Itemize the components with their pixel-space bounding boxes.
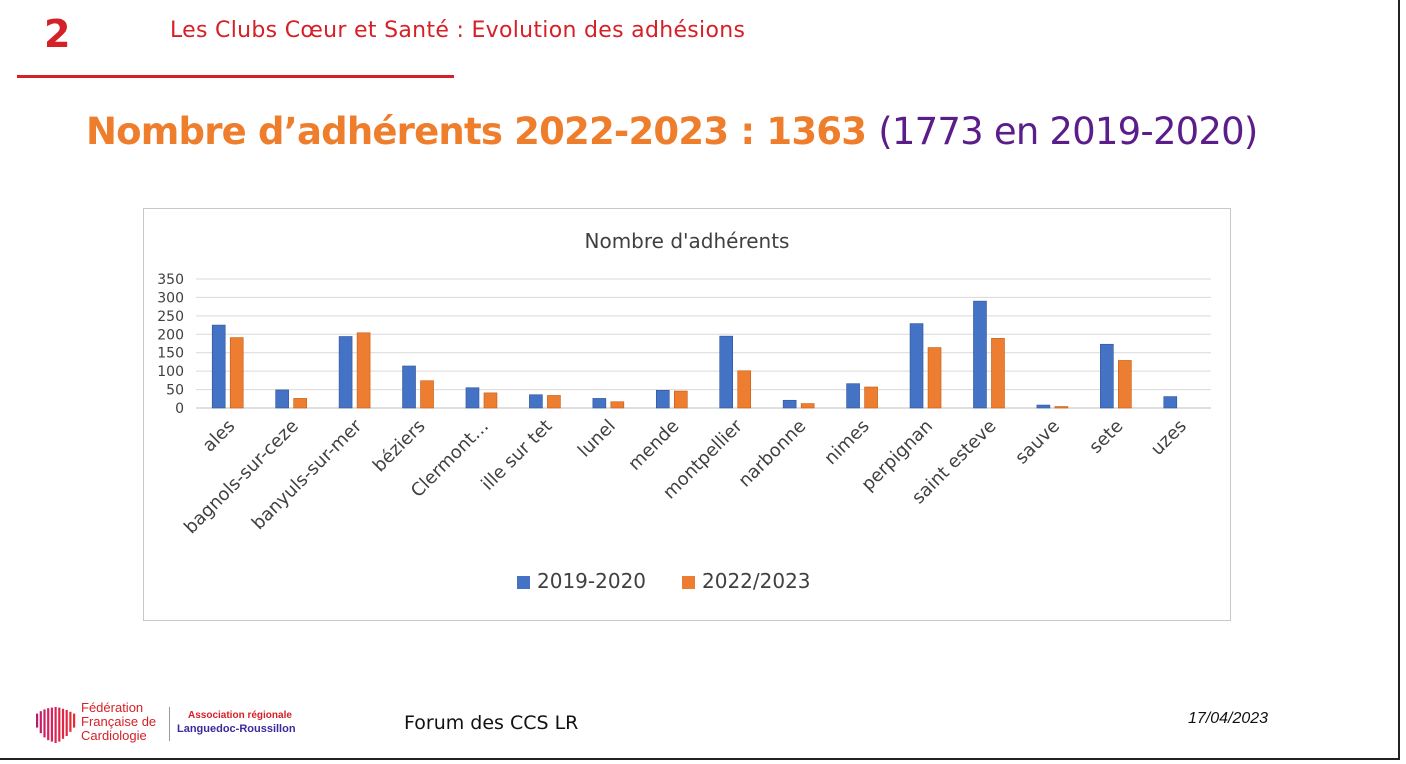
slide-header: Les Clubs Cœur et Santé : Evolution des … (170, 18, 746, 43)
logo-line-2: Française de (81, 714, 157, 729)
footer-date: 17/04/2023 (1188, 710, 1269, 727)
bar-2019-2020-banyuls-sur-mer (338, 336, 353, 409)
bar-2019-2020-saint esteve (973, 300, 987, 409)
x-tick-label-bagnols-sur-ceze: bagnols-sur-ceze (180, 416, 302, 538)
bar-2022/2023-perpignan (927, 347, 942, 409)
bar-2022/2023-ille sur tet (547, 395, 561, 409)
logo-bar (69, 711, 72, 732)
logo-separator (169, 707, 170, 741)
header-rule (17, 75, 454, 78)
logo-bar (61, 708, 65, 739)
bar-2022/2023-saint esteve (991, 338, 1005, 409)
footer-event-title: Forum des CCS LR (404, 712, 579, 734)
bar-2019-2020-lunel (592, 398, 607, 409)
headline: Nombre d’adhérents 2022-2023 : 1363 (177… (86, 110, 1258, 153)
chart-container: Nombre d'adhérents 0 50 100 150 200 250 300 350 a… (143, 208, 1231, 621)
logo-bar (65, 710, 68, 736)
headline-main: Nombre d’adhérents 2022-2023 : 1363 (86, 110, 867, 153)
x-tick-label-narbonne: narbonne (734, 416, 810, 492)
bar-2022/2023-mende (673, 390, 688, 409)
bar-2022/2023-banyuls-sur-mer (356, 332, 371, 409)
logo-bar (54, 707, 57, 743)
slide-number: 2 (44, 12, 71, 56)
bar-2019-2020-bagnols-sur-ceze (275, 389, 289, 409)
y-tick-label-200: 200 (157, 327, 184, 343)
bar-2019-2020-Clermont… (465, 387, 480, 409)
bar-2019-2020-ille sur tet (529, 394, 543, 409)
y-tick-label-350: 350 (157, 272, 184, 288)
logo-bar (43, 709, 46, 738)
bar-2022/2023-ales (229, 337, 244, 409)
logo-bar (50, 707, 53, 742)
bar-2019-2020-béziers (402, 365, 416, 409)
logo-bar (47, 708, 50, 741)
x-tick-label-sete: sete (1085, 416, 1127, 458)
bar-2022/2023-nimes (864, 386, 878, 409)
assoc-label: Association régionale (188, 710, 292, 721)
y-tick-label-250: 250 (157, 309, 184, 325)
heart-bars-icon (36, 707, 76, 743)
logo-bar (36, 713, 39, 728)
bar-2019-2020-perpignan (909, 323, 924, 409)
bar-2019-2020-nimes (846, 383, 860, 409)
x-tick-label-uzes: uzes (1147, 416, 1191, 460)
x-tick-label-sauve: sauve (1011, 416, 1064, 469)
x-tick-label-banyuls-sur-mer: banyuls-sur-mer (248, 415, 367, 534)
logo-bar (39, 711, 42, 734)
y-tick-label-300: 300 (157, 290, 184, 306)
x-tick-label-ales: ales (199, 416, 240, 457)
y-tick-label-150: 150 (157, 346, 184, 362)
logo-line-1: Fédération (81, 700, 144, 715)
legend-label-2019-2020: 2019-2020 (537, 569, 646, 593)
legend-label-2022/2023: 2022/2023 (702, 569, 811, 593)
ffc-logo: Fédération Française de Cardiologie Asso… (35, 701, 315, 749)
logo-bar (58, 707, 61, 742)
legend-swatch-2019-2020 (517, 576, 530, 589)
bar-2019-2020-sauve (1036, 404, 1051, 409)
bar-2022/2023-lunel (610, 401, 625, 409)
x-tick-label-mende: mende (624, 416, 683, 475)
bar-2019-2020-ales (211, 324, 226, 409)
chart-title: Nombre d'adhérents (585, 229, 790, 253)
bar-2019-2020-montpellier (719, 335, 734, 409)
assoc-region: Languedoc-Roussillon (177, 723, 296, 735)
y-tick-label-50: 50 (166, 383, 184, 399)
x-tick-label-béziers: béziers (369, 416, 430, 477)
headline-compare: (1773 en 2019-2020) (878, 110, 1258, 153)
bar-2019-2020-sete (1100, 343, 1114, 409)
bar-2022/2023-sete (1118, 360, 1132, 409)
bar-2022/2023-bagnols-sur-ceze (293, 398, 307, 409)
bar-2022/2023-béziers (420, 380, 434, 409)
bar-2022/2023-narbonne (800, 403, 815, 409)
x-tick-label-lunel: lunel (574, 416, 620, 462)
x-tick-label-nimes: nimes (820, 416, 873, 469)
bar-2022/2023-sauve (1054, 406, 1069, 409)
bar-2019-2020-uzes (1163, 396, 1178, 409)
bar-2022/2023-Clermont… (483, 392, 498, 409)
y-tick-label-100: 100 (157, 364, 184, 380)
legend-swatch-2022/2023 (682, 576, 695, 589)
logo-bar (73, 713, 76, 728)
bar-2022/2023-montpellier (737, 370, 752, 409)
bar-2019-2020-mende (655, 390, 670, 409)
bar-chart: Nombre d'adhérents 0 50 100 150 200 250 300 350 a… (157, 229, 1211, 593)
bar-2019-2020-narbonne (782, 399, 797, 409)
ffc-logo-text: Fédération Française de Cardiologie (81, 701, 156, 743)
y-tick-label-0: 0 (175, 401, 184, 417)
logo-line-3: Cardiologie (81, 728, 147, 743)
